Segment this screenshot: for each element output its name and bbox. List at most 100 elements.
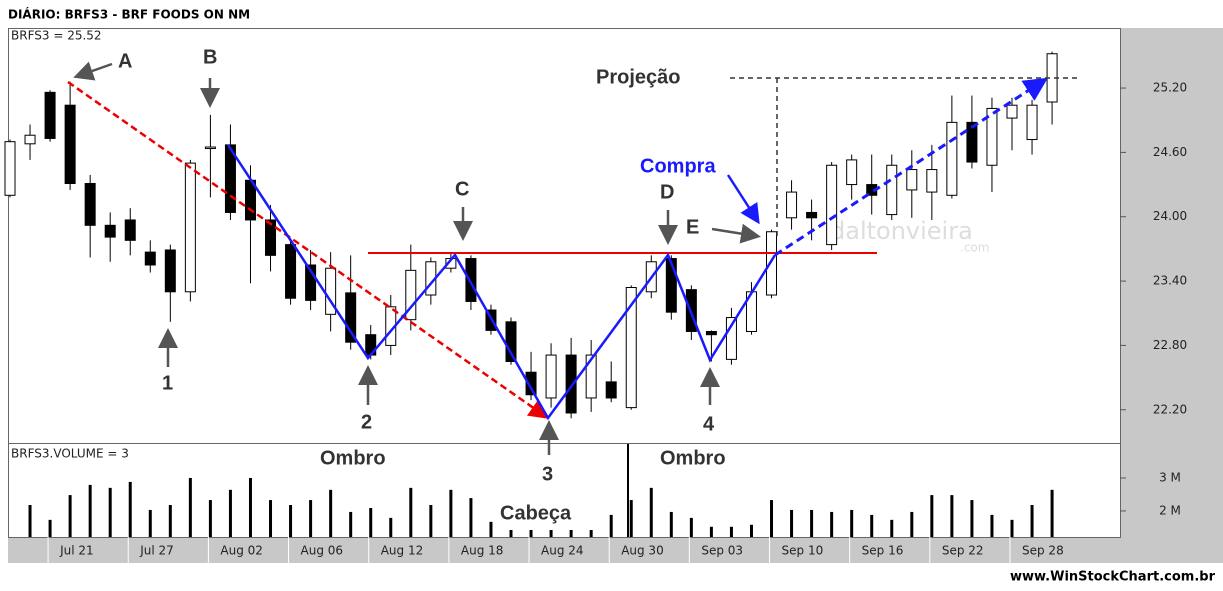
- annotation: Compra: [640, 155, 716, 177]
- volume-bar: [729, 526, 733, 537]
- candle-body: [124, 219, 136, 241]
- volume-bar: [168, 505, 172, 537]
- volume-bar: [910, 511, 914, 537]
- volume-bar: [770, 500, 774, 537]
- date-strip: [8, 537, 1223, 563]
- volume-bar: [850, 509, 854, 537]
- candle-body: [625, 287, 637, 409]
- volume-pane: [8, 443, 1121, 538]
- label-backdrop: [497, 462, 607, 530]
- volume-label: BRFS3.VOLUME = 3: [11, 447, 129, 461]
- annotation: 1: [162, 372, 173, 394]
- volume-bar: [48, 519, 52, 537]
- volume-bar: [970, 500, 974, 537]
- candle-body: [84, 182, 96, 226]
- x-tick-label: Sep 03: [701, 544, 743, 558]
- candle-body: [786, 191, 798, 219]
- y-tick-label: 24.00: [1153, 209, 1187, 223]
- volume-bar: [1010, 519, 1014, 537]
- x-tick-label: Sep 10: [782, 544, 824, 558]
- candle-body: [265, 219, 277, 256]
- candle-body: [585, 354, 597, 399]
- arrow: [73, 61, 113, 81]
- watermark: .com: [960, 241, 989, 255]
- volume-bar: [629, 500, 633, 537]
- volume-bar: [108, 487, 112, 537]
- candle-body: [665, 258, 677, 313]
- candle-body: [305, 264, 317, 301]
- annotation: D: [660, 181, 674, 203]
- candle-body: [64, 104, 76, 184]
- x-tick-label: Aug 06: [301, 544, 344, 558]
- x-tick-label: Jul 27: [139, 544, 174, 558]
- candle-body: [345, 292, 357, 343]
- volume-bar: [950, 495, 954, 537]
- volume-bar: [208, 500, 212, 537]
- volume-bar: [870, 514, 874, 537]
- axis-panel: [1120, 28, 1223, 538]
- candle-body: [1006, 104, 1018, 119]
- volume-bar: [88, 484, 92, 537]
- candle-body: [846, 159, 858, 186]
- volume-bar: [930, 495, 934, 537]
- candle-body: [104, 224, 116, 238]
- candle-body: [986, 107, 998, 166]
- candle-body: [405, 269, 417, 321]
- volume-bar: [289, 505, 293, 537]
- candle-body: [725, 317, 737, 360]
- volume-bar: [28, 505, 32, 537]
- volume-bar: [449, 489, 453, 537]
- annotation: E: [686, 216, 699, 238]
- annotation: Ombro: [320, 447, 386, 469]
- volume-bar: [669, 511, 673, 537]
- y-tick-label: 22.20: [1153, 402, 1187, 416]
- candle-body: [204, 146, 216, 150]
- volume-bar: [890, 519, 894, 537]
- candle-body: [144, 251, 156, 266]
- x-tick-label: Aug 18: [461, 544, 504, 558]
- candle-body: [966, 121, 978, 163]
- y2-tick-label: 3 M: [1159, 470, 1181, 484]
- volume-bar: [369, 507, 373, 537]
- candle-body: [285, 244, 297, 299]
- annotation: A: [118, 50, 132, 72]
- y2-tick-label: 2 M: [1159, 503, 1181, 517]
- volume-bar: [429, 505, 433, 537]
- candle-body: [44, 91, 56, 139]
- candle-body: [164, 249, 176, 293]
- candle-body: [545, 354, 557, 399]
- y-tick-label: 22.80: [1153, 338, 1187, 352]
- arrow: [726, 174, 760, 225]
- candle-body: [946, 121, 958, 196]
- x-tick-label: Aug 12: [381, 544, 424, 558]
- overlay: [67, 61, 1078, 455]
- volume-bar: [790, 509, 794, 537]
- x-tick-label: Sep 28: [1022, 544, 1064, 558]
- candle-body: [705, 330, 717, 336]
- volume-bar: [749, 524, 753, 537]
- x-tick-label: Aug 02: [220, 544, 263, 558]
- candle-body: [465, 258, 477, 302]
- candle-body: [505, 321, 517, 363]
- x-tick-label: Aug 30: [621, 544, 664, 558]
- x-tick-label: Aug 24: [541, 544, 584, 558]
- annotation: 2: [361, 411, 372, 433]
- volume-bar: [649, 487, 653, 537]
- annotation: B: [203, 46, 217, 68]
- annotation: 4: [703, 413, 715, 435]
- volume-bar: [349, 511, 353, 537]
- volume-bar: [409, 487, 413, 537]
- candle-body: [826, 164, 838, 246]
- volume-bar: [228, 489, 232, 537]
- volume-bar: [128, 481, 132, 537]
- volume-bar: [830, 511, 834, 537]
- candle-body: [24, 134, 36, 145]
- projection-line: [774, 77, 1049, 257]
- trend-line: [67, 80, 550, 419]
- y-tick-label: 24.60: [1153, 145, 1187, 159]
- x-tick-label: Sep 22: [942, 544, 984, 558]
- candle-body: [886, 164, 898, 216]
- chart-title: DIÁRIO: BRFS3 - BRF FOODS ON NM: [8, 7, 250, 22]
- volume-bar: [489, 521, 493, 537]
- candle-body: [325, 267, 337, 315]
